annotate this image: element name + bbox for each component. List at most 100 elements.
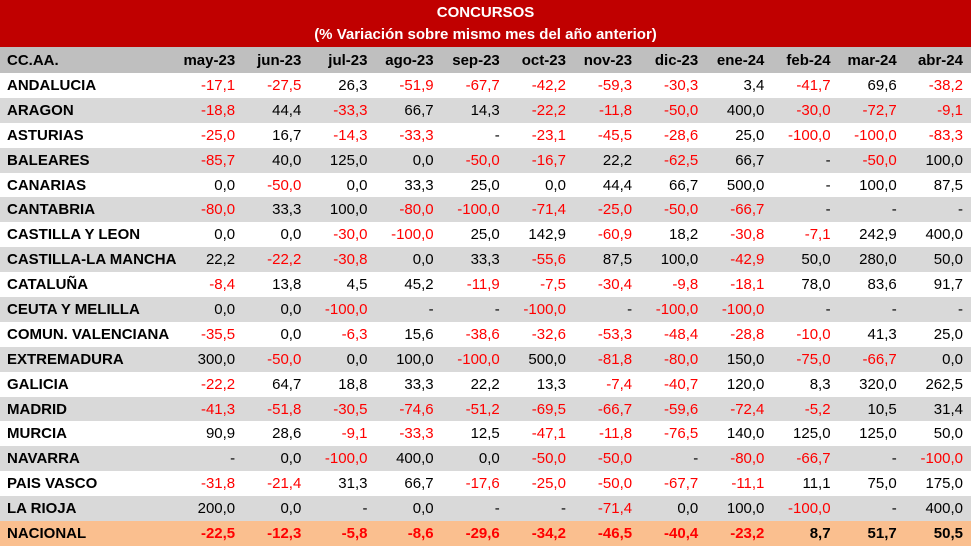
value-cell: -50,0 <box>531 450 566 468</box>
value-cell: 14,3 <box>470 101 500 119</box>
table-row: GALICIA -22,2 64,7 18,8 33,3 22,2 13,3 -7,4 -40,… <box>0 371 971 397</box>
value-cell: 0,0 <box>280 500 302 518</box>
value-cell: -100,0 <box>655 300 699 318</box>
value-cell: -74,6 <box>399 400 434 418</box>
value-cell: 44,4 <box>272 101 302 119</box>
value-cell: 13,8 <box>272 276 302 294</box>
value-cell: 13,3 <box>536 375 566 393</box>
value-cell: -31,8 <box>200 475 236 493</box>
value-cell: - <box>825 300 831 318</box>
value-cell: 75,0 <box>867 475 897 493</box>
value-cell: -17,1 <box>200 76 236 94</box>
value-cell: -50,0 <box>664 201 699 219</box>
value-cell: - <box>958 201 963 219</box>
value-cell: 15,6 <box>404 325 434 343</box>
value-cell: -66,7 <box>597 400 633 418</box>
data-table: CC.AA. may-23 jun-23 jul-23 ago-23 sep-23 oct-… <box>0 47 971 546</box>
table-row: ASTURIAS -25,0 16,7 -14,3 -33,3 - -23,1 -45,5 -2… <box>0 122 971 148</box>
value-cell: - <box>428 300 434 318</box>
value-cell: -40,7 <box>664 375 699 393</box>
value-cell: -51,9 <box>399 76 434 94</box>
value-cell: - <box>494 126 500 144</box>
value-cell: -27,5 <box>267 76 302 94</box>
value-cell: 262,5 <box>925 375 963 393</box>
value-cell: -41,7 <box>796 76 831 94</box>
value-cell: 78,0 <box>801 276 831 294</box>
value-cell: 22,2 <box>602 151 633 169</box>
value-cell: -23,1 <box>531 126 566 144</box>
value-cell: -30,3 <box>664 76 699 94</box>
value-cell: 25,0 <box>735 126 765 144</box>
row-label: COMUN. VALENCIANA <box>7 325 170 343</box>
value-cell: 50,0 <box>933 425 963 443</box>
value-cell: -33,3 <box>333 101 368 119</box>
value-cell: -30,0 <box>333 226 368 244</box>
value-cell: 41,3 <box>867 325 897 343</box>
row-label: MURCIA <box>7 425 67 443</box>
value-cell: 22,2 <box>205 251 236 269</box>
value-cell: 66,7 <box>669 176 699 194</box>
value-cell: -50,0 <box>267 350 302 368</box>
value-cell: 8,7 <box>809 524 831 542</box>
value-cell: -50,0 <box>465 151 500 169</box>
value-cell: 0,0 <box>412 151 434 169</box>
row-label: CANTABRIA <box>7 201 96 219</box>
value-cell: 50,0 <box>933 251 963 269</box>
value-cell: -51,8 <box>267 400 302 418</box>
value-cell: -30,0 <box>796 101 831 119</box>
value-cell: -22,2 <box>531 101 566 119</box>
value-cell: -21,4 <box>267 475 302 493</box>
value-cell: -14,3 <box>333 126 368 144</box>
value-cell: 0,0 <box>214 176 236 194</box>
value-cell: -42,2 <box>531 76 566 94</box>
value-cell: - <box>891 500 897 518</box>
value-cell: -69,5 <box>531 400 566 418</box>
value-cell: -33,3 <box>399 425 434 443</box>
value-cell: 25,0 <box>933 325 963 343</box>
value-cell: 125,0 <box>793 425 831 443</box>
value-cell: 66,7 <box>404 475 434 493</box>
value-cell: -80,0 <box>200 201 236 219</box>
value-cell: -41,3 <box>200 400 236 418</box>
value-cell: 0,0 <box>280 300 302 318</box>
value-cell: 50,5 <box>933 524 963 542</box>
value-cell: 0,0 <box>677 500 699 518</box>
value-cell: 66,7 <box>735 151 765 169</box>
value-cell: - <box>825 201 831 219</box>
table-row: CASTILLA Y LEON 0,0 0,0 -30,0 -100,0 25,0 142,… <box>0 222 971 248</box>
value-cell: 0,0 <box>346 350 368 368</box>
value-cell: 0,0 <box>346 176 368 194</box>
value-cell: 400,0 <box>726 101 765 119</box>
value-cell: -11,8 <box>599 425 633 443</box>
row-label: EXTREMADURA <box>7 350 124 368</box>
value-cell: 64,7 <box>272 375 302 393</box>
table-row: MURCIA 90,9 28,6 -9,1 -33,3 12,5 -47,1 -11,8 -76… <box>0 421 971 447</box>
value-cell: -100,0 <box>457 350 500 368</box>
value-cell: -23,2 <box>730 524 765 542</box>
value-cell: 100,0 <box>396 350 434 368</box>
total-row: NACIONAL -22,5 -12,3 -5,8 -8,6 -29,6 -34,2 -46,… <box>0 521 971 546</box>
value-cell: -67,7 <box>465 76 500 94</box>
value-cell: 242,9 <box>859 226 897 244</box>
row-label: CASTILLA-LA MANCHA <box>7 251 177 269</box>
value-cell: 33,3 <box>272 201 302 219</box>
value-cell: -100,0 <box>788 500 831 518</box>
value-cell: - <box>494 300 500 318</box>
value-cell: -9,1 <box>341 425 368 443</box>
value-cell: 26,3 <box>338 76 368 94</box>
value-cell: -28,6 <box>664 126 699 144</box>
value-cell: 66,7 <box>404 101 434 119</box>
table-row: MADRID -41,3 -51,8 -30,5 -74,6 -51,2 -69,5 -66,… <box>0 396 971 422</box>
value-cell: -50,0 <box>862 151 897 169</box>
value-cell: -81,8 <box>597 350 633 368</box>
value-cell: 31,4 <box>933 400 963 418</box>
value-cell: 51,7 <box>867 524 897 542</box>
value-cell: -16,7 <box>531 151 566 169</box>
value-cell: -42,9 <box>730 251 765 269</box>
row-label: CEUTA Y MELILLA <box>7 300 140 318</box>
value-cell: -9,8 <box>672 276 699 294</box>
value-cell: -100,0 <box>523 300 566 318</box>
row-header-label: CC.AA. <box>7 51 59 69</box>
value-cell: 40,0 <box>272 151 302 169</box>
value-cell: 83,6 <box>867 276 897 294</box>
